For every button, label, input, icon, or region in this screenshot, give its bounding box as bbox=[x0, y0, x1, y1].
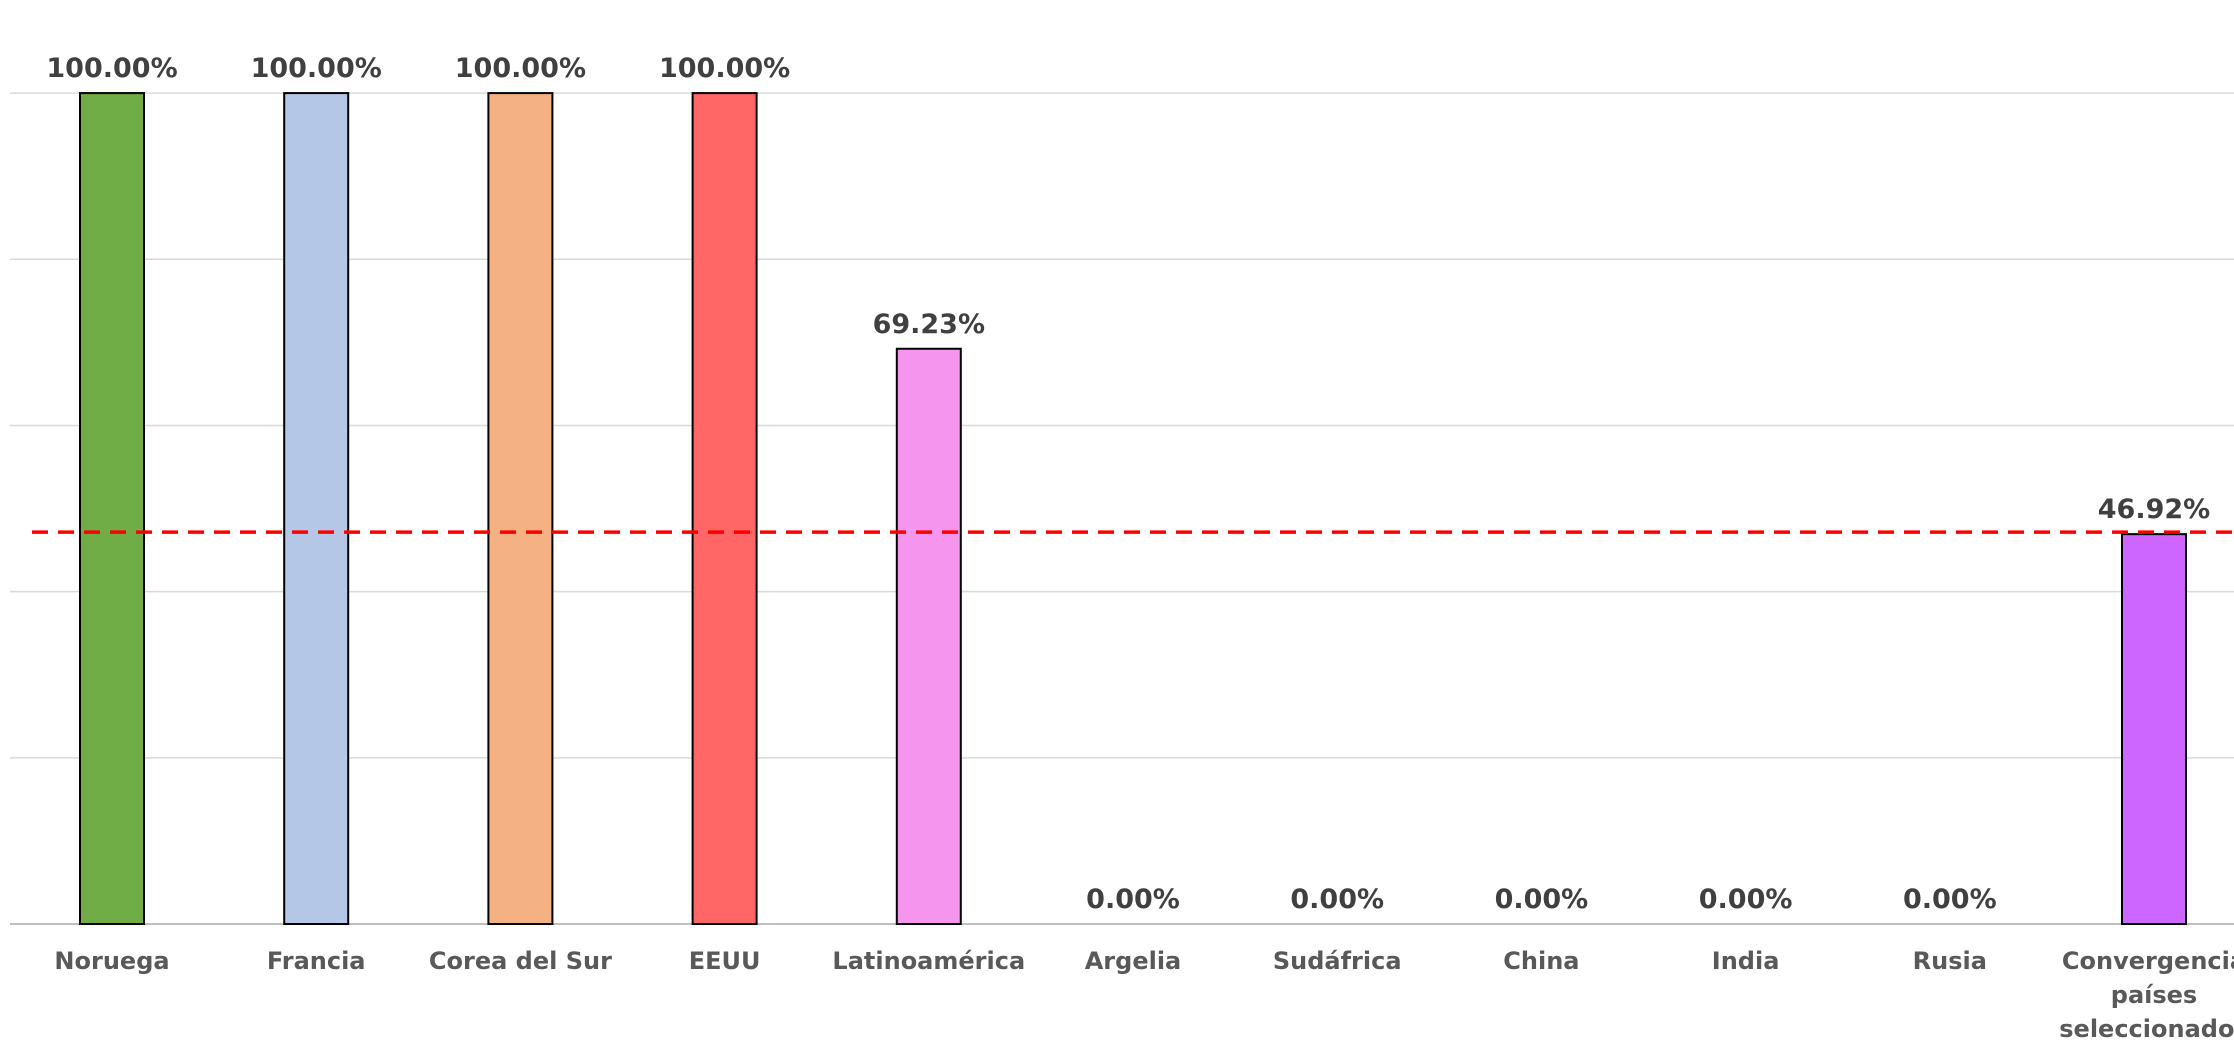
data-label: 0.00% bbox=[1086, 884, 1180, 915]
category-label: Corea del Sur bbox=[429, 947, 612, 975]
data-label: 0.00% bbox=[1903, 884, 1997, 915]
category-label: Rusia bbox=[1913, 947, 1987, 975]
data-label: 0.00% bbox=[1495, 884, 1589, 915]
data-label: 0.00% bbox=[1290, 884, 1384, 915]
value-labels: 100.00% 100.00% 100.00% 100.00% 69.23% 0.00% 0… bbox=[46, 53, 2210, 915]
category-label: Latinoamérica bbox=[832, 947, 1025, 975]
data-label: 100.00% bbox=[659, 53, 790, 84]
category-label: Convergencia países seleccionados bbox=[2059, 947, 2234, 1041]
bar bbox=[487, 92, 554, 926]
bar bbox=[895, 347, 962, 925]
bar bbox=[283, 92, 350, 926]
bar bbox=[79, 92, 145, 926]
category-label: Noruega bbox=[54, 947, 169, 975]
data-label: 100.00% bbox=[455, 53, 586, 84]
category-labels: Noruega Francia Corea del Sur EEUU Latinoamé… bbox=[54, 947, 2234, 1041]
data-label: 69.23% bbox=[873, 309, 985, 340]
category-label: Sudáfrica bbox=[1273, 947, 1402, 975]
bar bbox=[2121, 533, 2187, 925]
data-label: 0.00% bbox=[1699, 884, 1793, 915]
category-label: Argelia bbox=[1085, 947, 1182, 975]
category-label: EEUU bbox=[689, 947, 761, 975]
category-label: Francia bbox=[267, 947, 366, 975]
data-label: 46.92% bbox=[2098, 494, 2210, 525]
bar bbox=[691, 92, 758, 926]
category-label: India bbox=[1712, 947, 1780, 975]
category-label: China bbox=[1503, 947, 1579, 975]
data-label: 100.00% bbox=[46, 53, 177, 84]
gridlines bbox=[10, 92, 2234, 925]
bars bbox=[79, 92, 2187, 926]
data-label: 100.00% bbox=[251, 53, 382, 84]
